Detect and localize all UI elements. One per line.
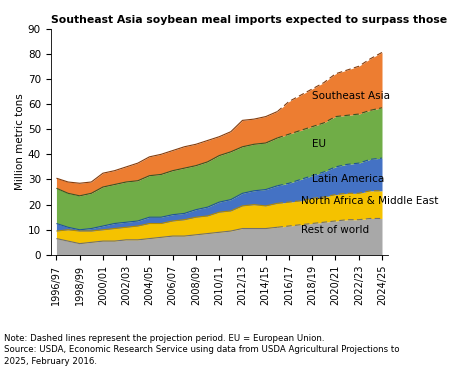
Y-axis label: Million metric tons: Million metric tons <box>15 93 25 190</box>
Text: Latin America: Latin America <box>312 174 384 184</box>
Text: Rest of world: Rest of world <box>301 225 369 235</box>
Text: Southeast Asia soybean meal imports expected to surpass those of the EU by 2020/: Southeast Asia soybean meal imports expe… <box>51 15 450 25</box>
Text: EU: EU <box>312 139 326 149</box>
Text: Southeast Asia: Southeast Asia <box>312 92 390 102</box>
Text: Note: Dashed lines represent the projection period. EU = European Union.
Source:: Note: Dashed lines represent the project… <box>4 333 400 366</box>
Text: North Africa & Middle East: North Africa & Middle East <box>301 196 438 206</box>
